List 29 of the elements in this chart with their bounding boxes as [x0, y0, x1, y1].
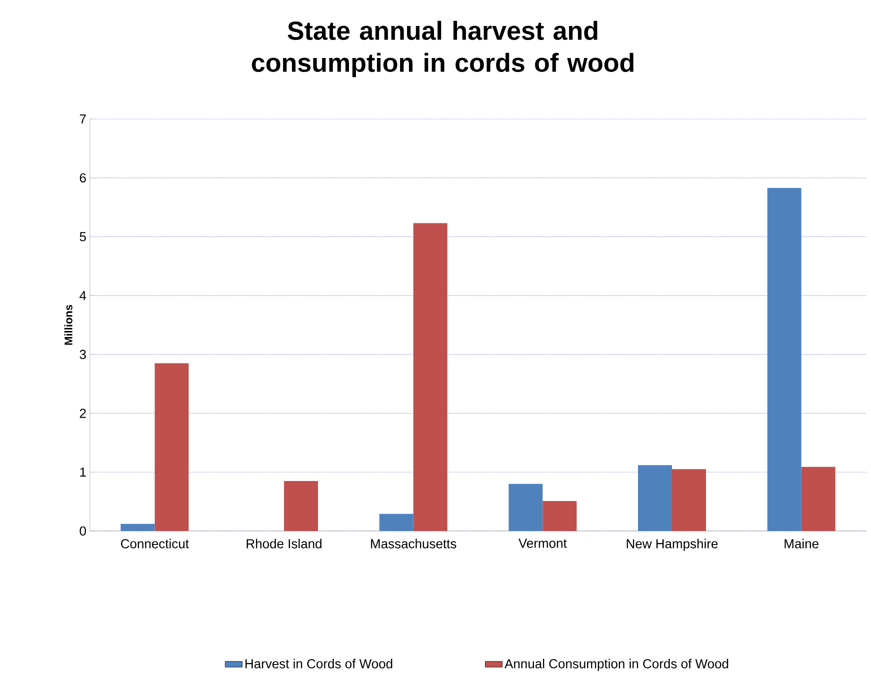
bar	[767, 188, 802, 531]
x-tick-label: Maine	[784, 538, 818, 548]
bar	[542, 500, 577, 531]
x-tick-label: New Hampshire	[626, 538, 718, 551]
bar	[154, 363, 189, 531]
x-tick-label: Massachusetts	[371, 538, 456, 548]
chart-title: State annual harvest and consumption in cords of wood	[252, 20, 634, 78]
x-tick-label: Rhode Island	[246, 538, 322, 548]
y-tick-label: 3	[80, 350, 86, 360]
bar	[284, 480, 318, 531]
bar	[801, 466, 836, 531]
bar	[638, 465, 672, 531]
bar	[413, 223, 448, 531]
y-tick-label: 6	[80, 173, 86, 182]
y-tick-label: 5	[80, 232, 86, 242]
bar	[120, 524, 155, 531]
y-tick-label: 4	[80, 291, 86, 300]
bar	[672, 469, 706, 531]
x-tick-label: Connecticut	[121, 538, 189, 548]
legend-label: Harvest in Cords of Wood	[246, 658, 392, 668]
y-tick-label: 0	[80, 526, 86, 536]
y-axis-title: Millions	[64, 304, 72, 345]
y-tick-label: 2	[80, 408, 86, 418]
x-tick-label: Vermont	[518, 538, 567, 548]
y-tick-label: 1	[80, 468, 86, 477]
y-tick-label: 7	[80, 114, 86, 124]
bar	[508, 484, 543, 531]
legend-label: Annual Consumption in Cords of Wood	[504, 658, 728, 671]
bar	[379, 514, 414, 531]
